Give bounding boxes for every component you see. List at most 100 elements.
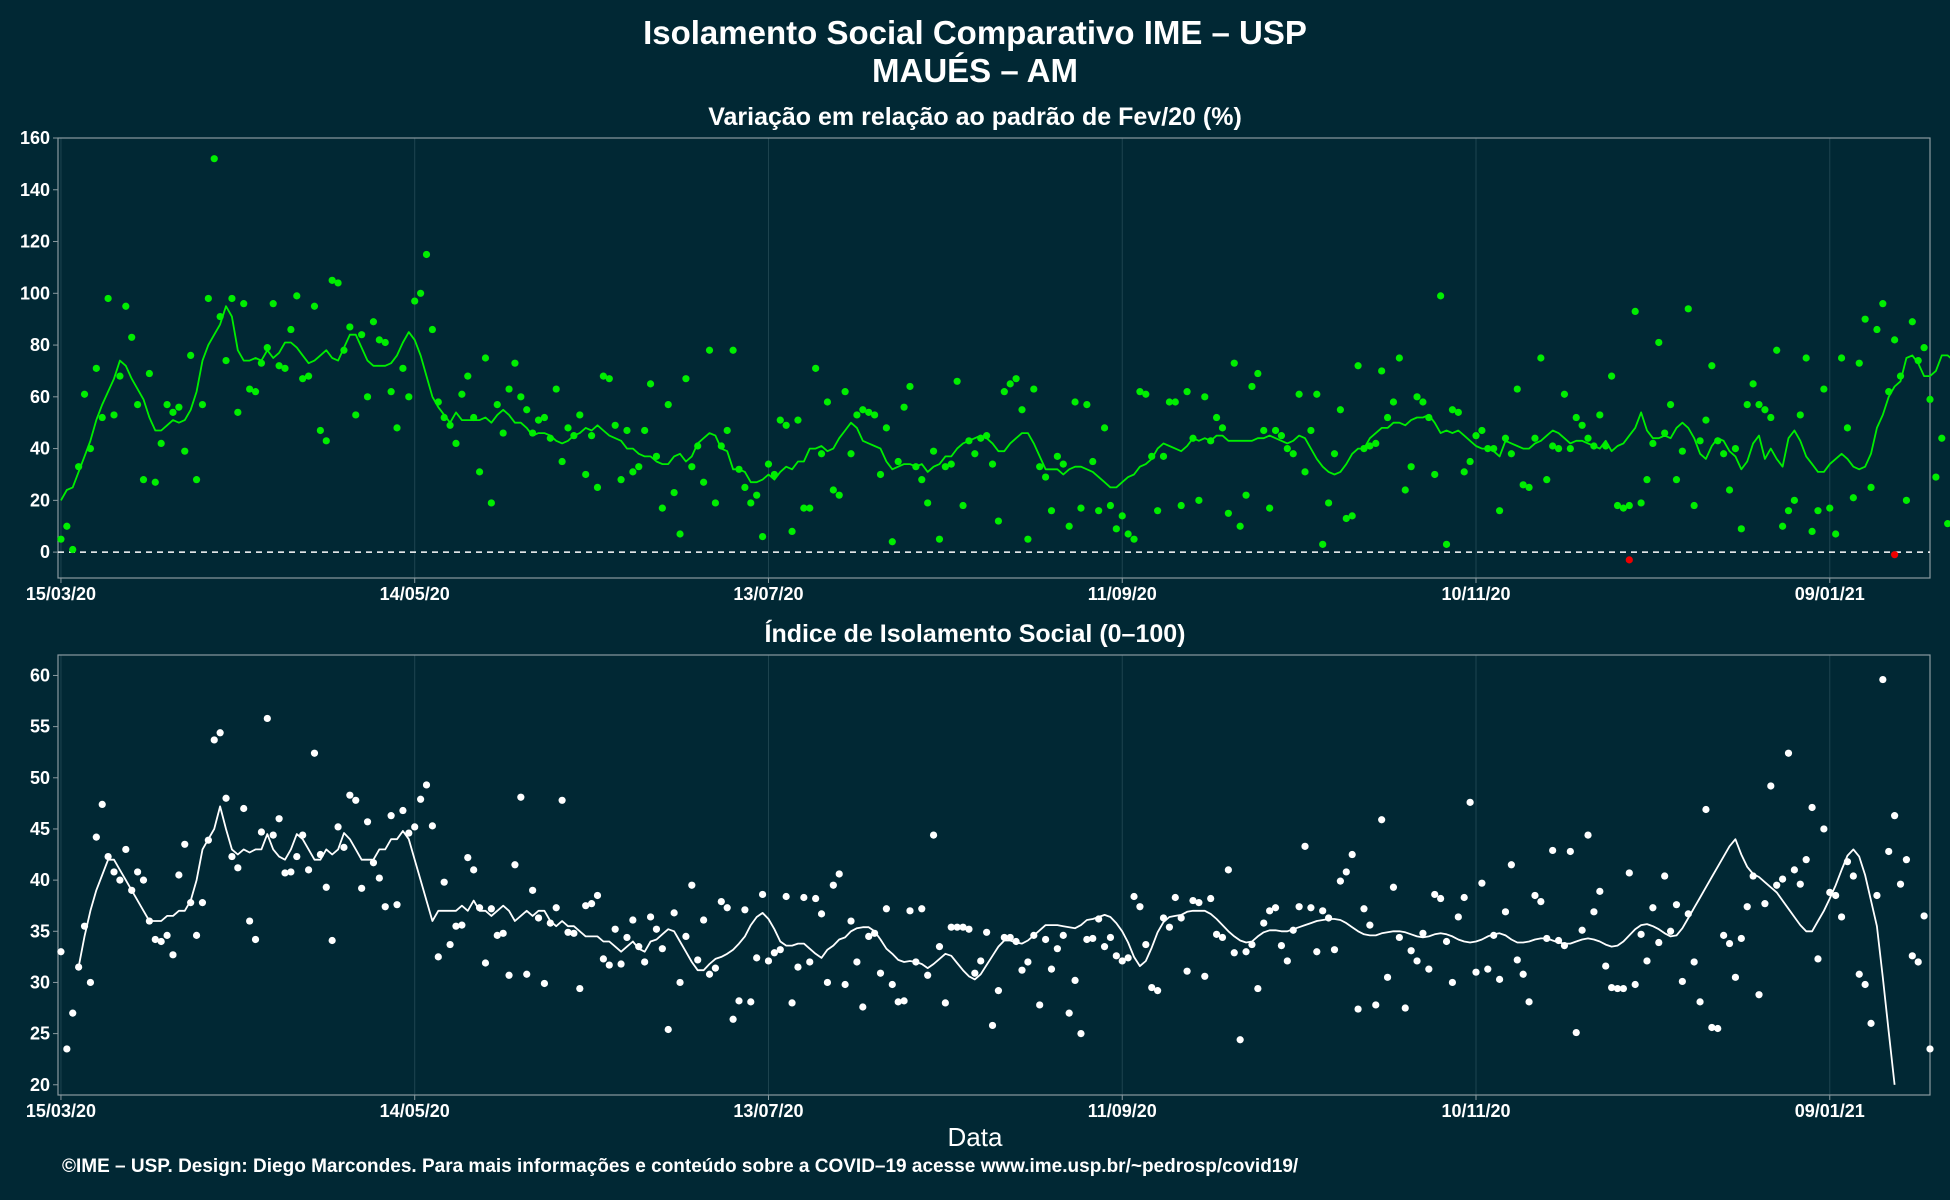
top-data-point xyxy=(988,460,997,468)
bottom-data-point xyxy=(1012,937,1020,946)
top-data-point xyxy=(1437,292,1445,300)
top-data-point xyxy=(1643,476,1651,484)
bottom-y-tick-label: 35 xyxy=(30,921,50,941)
top-x-tick-label: 09/01/21 xyxy=(1795,584,1865,604)
bottom-data-point xyxy=(523,970,531,978)
bottom-data-point xyxy=(80,922,89,930)
top-data-point xyxy=(1159,452,1168,460)
top-data-point xyxy=(234,408,242,416)
bottom-data-point xyxy=(1790,866,1798,874)
bottom-data-point xyxy=(1731,973,1740,981)
bottom-data-point xyxy=(446,940,454,949)
top-data-point xyxy=(393,424,401,432)
bottom-data-point xyxy=(617,960,625,968)
top-data-point xyxy=(700,478,708,486)
bottom-data-point xyxy=(1065,1009,1073,1017)
top-data-point xyxy=(1896,372,1905,380)
bottom-data-point xyxy=(304,866,313,874)
top-data-point xyxy=(322,437,330,445)
top-data-point xyxy=(1354,362,1362,370)
top-data-point xyxy=(499,429,507,437)
bottom-data-point xyxy=(1289,926,1297,934)
top-data-point xyxy=(865,408,873,416)
top-data-point xyxy=(1855,359,1863,367)
bottom-data-point xyxy=(1059,931,1067,939)
top-panel: 0 20 40 60 80 100 120 140 160 15/03/20 14/05/20 13/… xyxy=(20,128,1950,604)
top-data-point xyxy=(133,400,142,409)
bottom-data-point xyxy=(1448,978,1457,987)
bottom-data-point xyxy=(75,963,83,971)
bottom-data-point xyxy=(1089,934,1097,943)
top-data-point xyxy=(841,388,849,396)
top-data-point xyxy=(1283,444,1291,453)
top-data-point xyxy=(782,421,790,429)
top-data-point xyxy=(104,294,112,303)
top-data-point xyxy=(1000,388,1008,396)
top-data-point xyxy=(1383,413,1392,422)
top-data-point xyxy=(1843,424,1852,432)
top-data-point xyxy=(422,250,431,259)
top-data-point xyxy=(1743,400,1751,409)
top-data-point xyxy=(1525,483,1533,492)
top-data-point xyxy=(1672,476,1681,484)
top-data-point xyxy=(1071,398,1079,406)
top-data-point xyxy=(534,416,543,424)
top-data-point xyxy=(98,413,106,422)
bottom-data-point xyxy=(192,931,201,939)
bottom-data-point xyxy=(1319,907,1327,915)
top-data-point xyxy=(446,421,454,429)
bottom-data-point xyxy=(1826,888,1834,896)
bottom-data-point xyxy=(251,935,260,944)
bottom-data-point xyxy=(334,823,342,831)
top-data-point xyxy=(1678,447,1686,455)
top-data-point xyxy=(417,289,425,297)
top-data-point xyxy=(1089,457,1097,466)
top-data-point xyxy=(216,312,224,321)
bottom-data-point xyxy=(1236,1036,1244,1044)
bottom-data-point xyxy=(800,893,808,902)
top-data-point xyxy=(882,424,890,432)
top-y-tick-label: 0 xyxy=(40,542,50,562)
top-data-point xyxy=(86,444,95,453)
top-data-point xyxy=(1118,512,1126,520)
top-data-point xyxy=(92,364,100,372)
bottom-y-tick-label: 30 xyxy=(30,972,50,992)
top-data-point xyxy=(145,369,153,378)
bottom-data-point xyxy=(1578,926,1586,934)
bottom-data-point xyxy=(1778,875,1787,883)
bottom-data-point xyxy=(971,969,979,977)
top-data-point xyxy=(458,390,466,398)
top-data-point xyxy=(753,491,761,499)
top-data-point xyxy=(428,325,436,334)
bottom-data-point xyxy=(1631,980,1639,989)
top-data-point xyxy=(1271,426,1280,435)
top-data-point xyxy=(75,463,83,471)
top-data-point xyxy=(983,432,991,440)
bottom-data-point xyxy=(1549,846,1557,855)
top-data-point xyxy=(1224,509,1232,517)
bottom-moving-average-line xyxy=(77,805,1896,1085)
bottom-data-point xyxy=(1702,805,1710,814)
bottom-data-point xyxy=(859,1003,867,1011)
bottom-data-point xyxy=(682,932,690,940)
top-data-point xyxy=(1189,434,1197,442)
top-data-point xyxy=(222,356,230,365)
top-data-point xyxy=(1495,507,1504,515)
bottom-data-point xyxy=(1242,948,1250,956)
bottom-data-point xyxy=(1843,858,1852,866)
bottom-data-point xyxy=(1832,891,1840,900)
bottom-data-point xyxy=(470,866,478,874)
bottom-data-point xyxy=(1749,872,1757,880)
bottom-data-point xyxy=(517,793,525,801)
bottom-data-point xyxy=(1124,954,1132,962)
top-data-point xyxy=(1289,450,1297,458)
bottom-data-point xyxy=(929,831,938,839)
bottom-data-point xyxy=(92,833,100,841)
top-data-point xyxy=(1301,468,1309,476)
bottom-data-point xyxy=(688,881,696,889)
bottom-data-point xyxy=(1861,980,1869,989)
top-data-point xyxy=(151,478,159,486)
top-data-point xyxy=(1932,473,1940,481)
top-data-point xyxy=(1325,499,1333,507)
bottom-data-point xyxy=(1212,930,1221,938)
